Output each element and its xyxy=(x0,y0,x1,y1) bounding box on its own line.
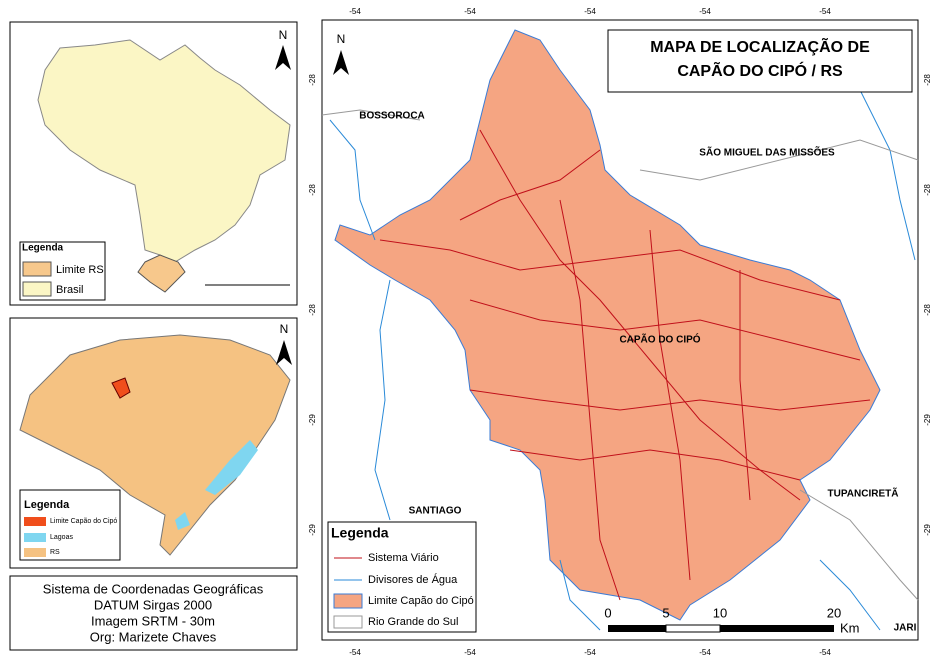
coord-label: -54 xyxy=(584,648,596,657)
info-line: DATUM Sirgas 2000 xyxy=(94,597,212,612)
coord-label: -28 xyxy=(308,304,317,316)
info-line: Org: Marizete Chaves xyxy=(90,629,217,644)
scale-label: 0 xyxy=(604,605,611,620)
coord-label: -28 xyxy=(923,304,932,316)
north: N xyxy=(279,28,288,42)
coord-label: -54 xyxy=(464,648,476,657)
north: N xyxy=(280,322,289,336)
info-line: Sistema de Coordenadas Geográficas xyxy=(43,581,264,596)
place-label: SÃO MIGUEL DAS MISSÕES xyxy=(699,146,835,159)
place-label: SANTIAGO xyxy=(409,506,462,517)
legend-item: RS xyxy=(50,549,60,556)
coord-label: -28 xyxy=(308,74,317,86)
capao-location xyxy=(111,377,131,399)
coord-label: -29 xyxy=(923,414,932,426)
info-box xyxy=(9,575,298,651)
legend-item: Limite RS xyxy=(56,264,104,276)
coord-label: -54 xyxy=(464,7,476,16)
legend-item: Divisores de Água xyxy=(368,573,458,586)
legend-item: Sistema Viário xyxy=(368,552,439,564)
place-label: JARI xyxy=(894,623,917,634)
brazil-shape xyxy=(37,39,291,263)
coord-label: -28 xyxy=(308,184,317,196)
coord-label: -54 xyxy=(819,7,831,16)
legend-title: Legenda xyxy=(24,499,70,511)
legend-title: Legenda xyxy=(22,243,64,254)
coord-label: -29 xyxy=(923,524,932,536)
rs-map xyxy=(19,334,291,556)
rs-shape xyxy=(137,254,186,293)
coord-label: -28 xyxy=(923,74,932,86)
place-label: TUPANCIRETÃ xyxy=(828,487,899,500)
north: N xyxy=(337,32,346,46)
legend-item: Limite Capão do Cipó xyxy=(368,595,474,607)
coord-label: -54 xyxy=(699,648,711,657)
coord-label: -54 xyxy=(584,7,596,16)
title: MAPA DE LOCALIZAÇÃO DE xyxy=(650,36,870,56)
legend-title: Legenda xyxy=(331,525,389,541)
municipality xyxy=(334,29,881,621)
legend-item: Lagoas xyxy=(50,534,73,541)
coord-label: -28 xyxy=(923,184,932,196)
place-label: BOSSOROCA xyxy=(359,111,425,122)
legend-item: Brasil xyxy=(56,284,84,296)
rivers xyxy=(329,89,916,631)
scale-label: 5 xyxy=(662,605,669,620)
scale-label: 10 xyxy=(713,605,727,620)
coord-label: -54 xyxy=(349,7,361,16)
legend-item: Rio Grande do Sul xyxy=(368,616,459,628)
lagoas xyxy=(175,440,258,530)
legend-item: Limite Capão do Cipó xyxy=(50,518,117,525)
scale-unit: Km xyxy=(840,620,860,635)
scale-label: 20 xyxy=(827,605,841,620)
place-label: CAPÃO DO CIPÓ xyxy=(619,333,700,346)
coord-label: -29 xyxy=(308,414,317,426)
coord-label: -54 xyxy=(699,7,711,16)
title: CAPÃO DO CIPÓ / RS xyxy=(677,60,843,80)
coord-label: -29 xyxy=(308,524,317,536)
roads xyxy=(379,129,871,601)
coord-label: -54 xyxy=(349,648,361,657)
info-line: Imagem SRTM - 30m xyxy=(91,613,215,628)
coord-label: -54 xyxy=(819,648,831,657)
